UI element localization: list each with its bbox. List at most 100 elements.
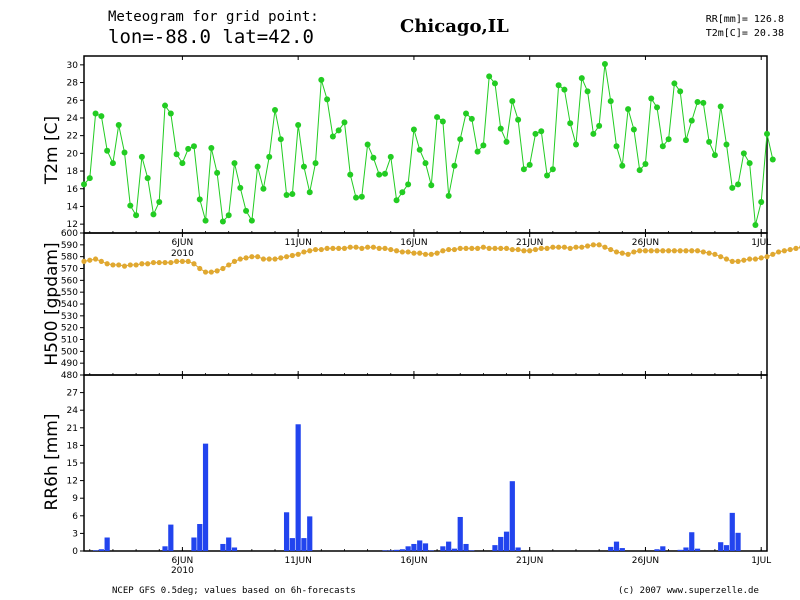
h500-ylabel: H500 [gpdam] [42,242,62,365]
t2m-point [115,122,122,129]
rr6h-bar [457,516,463,551]
h500-point [116,262,122,268]
h500-point [637,248,643,254]
h500-ytick-label: 510 [61,336,78,346]
t2m-point [376,171,383,178]
t2m-ytick-label: 16 [67,185,79,195]
h500-point [521,248,527,254]
h500-point [573,244,579,250]
h500-point [81,258,87,264]
t2m-point [509,98,516,105]
h500-point [764,254,770,260]
h500-point [741,257,747,263]
t2m-ytick-label: 18 [67,167,79,177]
rr6h-bar [92,550,99,551]
rr6h-bar [411,543,417,551]
h500-point [793,245,799,251]
h500-point [527,248,533,254]
t2m-point [300,163,307,170]
h500-point [666,248,672,254]
h500-point [446,246,452,253]
h500-point [787,246,793,253]
rr6h-bar [191,537,197,551]
h500-point [718,254,724,260]
rr6h-bar [283,512,290,551]
h500-point [706,250,712,256]
t2m-point [769,156,776,163]
rr6h-bar [295,424,301,551]
h500-ytick-label: 560 [61,276,78,286]
rr6h-bar [469,550,475,551]
h500-point [689,248,695,254]
t2m-point [272,106,279,113]
rr6h-bar [660,546,666,551]
t2m-ytick-label: 26 [67,96,79,106]
rr6h-ytick-label: 15 [67,459,78,469]
h500-point [133,262,139,268]
h500-point [422,251,429,257]
t2m-point [283,191,290,198]
h500-ytick-label: 540 [61,300,78,310]
h500-point [498,245,504,251]
h500-point [237,256,243,262]
h500-point [608,246,614,253]
h500-point [110,262,116,268]
h500-point [590,242,596,248]
t2m-point [764,130,770,137]
t2m-point [561,86,568,93]
t2m-point [538,128,545,135]
footer-credit: (c) 2007 www.superzelle.de [618,586,759,596]
t2m-point [162,102,169,109]
t2m-point [711,152,718,159]
h500-point [538,245,544,251]
t2m-point [399,189,406,196]
t2m-point [735,181,742,188]
h500-point [700,249,706,255]
h500-xtick-label: 11JUN [284,238,311,248]
h500-point [289,252,295,259]
h500-ytick-label: 550 [61,288,78,298]
t2m-point [665,136,672,143]
t2m-point [532,130,539,137]
t2m-point [688,117,695,124]
h500-xtick-sublabel: 2010 [171,249,194,259]
t2m-point [671,80,678,87]
rr6h-ytick-label: 18 [67,441,79,451]
t2m-point [190,143,197,150]
h500-point [660,248,666,254]
h500-point [758,255,764,261]
rr6h-ytick-label: 3 [72,529,78,539]
h500-xtick-label: 21JUN [516,238,543,248]
rr6h-bar [498,536,504,551]
t2m-point [109,160,116,167]
rr6h-bar [515,547,521,551]
h500-point [191,261,197,267]
h500-point [399,249,405,255]
t2m-point [405,181,412,188]
t2m-point [167,110,174,117]
h500-point [185,258,191,264]
t2m-point [457,136,464,143]
h500-point [278,255,284,261]
t2m-point [694,99,701,106]
t2m-point [648,95,655,102]
t2m-point [567,120,574,127]
t2m-point [428,182,435,189]
t2m-point [659,143,666,150]
t2m-panel: 12 14 16 18 20 22 24 26 28 30 [67,55,776,234]
rr6h-bar [399,549,405,551]
rr6h-bar [382,550,388,551]
h500-point [440,248,446,254]
rr6h-xtick-label: 11JUN [284,556,311,566]
t2m-point [463,110,470,117]
t2m-point [318,76,325,83]
h500-xtick-label: 1JUL [751,238,771,248]
h500-point [393,248,400,254]
h500-point [405,249,411,255]
t2m-point [584,88,591,95]
rr6h-bar [231,547,238,551]
h500-point [226,262,232,268]
h500-point [249,254,255,260]
t2m-point [503,138,510,145]
t2m-point [451,162,458,169]
